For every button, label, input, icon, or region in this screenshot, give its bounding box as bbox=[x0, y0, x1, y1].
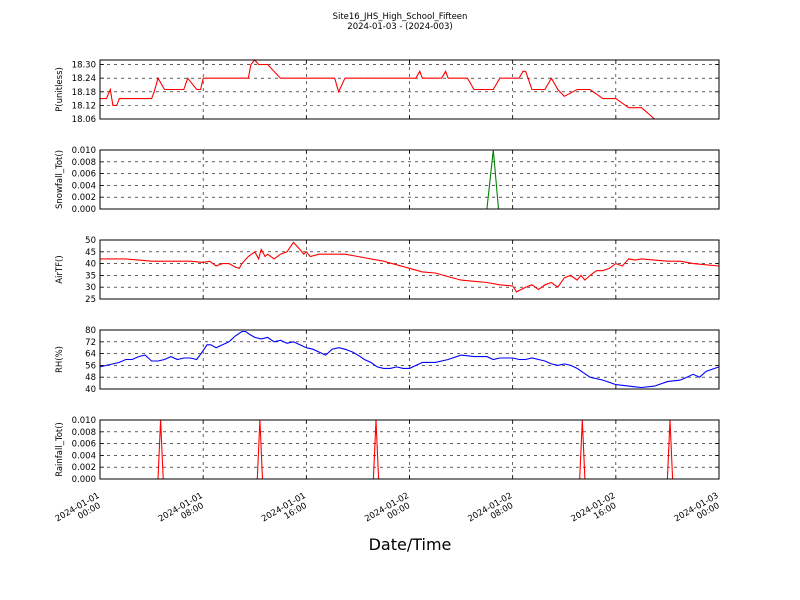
series-line bbox=[99, 330, 720, 389]
y-tick-label: 30 bbox=[85, 283, 96, 293]
y-tick-label: 0.000 bbox=[72, 205, 96, 215]
y-tick-label: 64 bbox=[85, 350, 96, 360]
series-line bbox=[100, 59, 719, 120]
y-axis-label: Rainfall_Tot() bbox=[55, 422, 65, 477]
y-tick-label: 0.010 bbox=[72, 416, 96, 426]
y-tick-label: 0.000 bbox=[72, 475, 96, 485]
axes-frame bbox=[99, 239, 720, 300]
series-line bbox=[100, 241, 720, 293]
y-tick-label: 0.002 bbox=[72, 193, 96, 203]
y-tick-label: 40 bbox=[85, 260, 96, 270]
axes-frame bbox=[99, 59, 720, 120]
y-axis-label: Snowfall_Tot() bbox=[55, 150, 65, 209]
y-tick-label: 0.010 bbox=[72, 146, 96, 156]
y-tick-label: 18.24 bbox=[72, 74, 96, 84]
y-tick-label: 0.006 bbox=[72, 440, 96, 450]
chart-panel-1: 18.06 18.12 18.18 18.24 18.30 P(unitless) bbox=[55, 59, 720, 125]
y-axis-label: P(unitless) bbox=[55, 67, 65, 112]
y-tick-label: 35 bbox=[85, 271, 96, 281]
y-tick-label: 0.004 bbox=[72, 181, 96, 191]
y-tick-label: 0.008 bbox=[72, 158, 96, 168]
y-tick-label: 45 bbox=[85, 248, 96, 258]
y-tick-label: 0.002 bbox=[72, 463, 96, 473]
y-tick-label: 18.12 bbox=[72, 101, 96, 111]
y-tick-label: 18.30 bbox=[72, 61, 96, 71]
y-tick-label: 18.18 bbox=[72, 88, 96, 98]
y-tick-label: 25 bbox=[85, 295, 96, 305]
y-tick-label: 0.004 bbox=[72, 451, 96, 461]
y-tick-label: 80 bbox=[85, 326, 96, 336]
axes-frame bbox=[99, 419, 720, 480]
y-tick-label: 0.008 bbox=[72, 428, 96, 438]
y-axis-label: RH(%) bbox=[55, 346, 65, 373]
axes-frame bbox=[99, 329, 720, 390]
y-tick-label: 50 bbox=[85, 236, 96, 246]
y-tick-label: 56 bbox=[85, 361, 96, 371]
axes-frame bbox=[99, 149, 720, 210]
x-axis-label: Date/Time bbox=[369, 535, 452, 554]
y-tick-label: 72 bbox=[85, 338, 96, 348]
y-tick-label: 18.06 bbox=[72, 115, 96, 125]
y-axis-label: AirTF() bbox=[55, 255, 65, 283]
figure-subtitle: 2024-01-03 - (2024-003) bbox=[347, 22, 452, 32]
figure-title: Site16_JHS_High_School_Fifteen bbox=[333, 12, 468, 22]
y-tick-label: 0.006 bbox=[72, 170, 96, 180]
y-tick-label: 48 bbox=[85, 373, 96, 383]
y-tick-label: 40 bbox=[85, 385, 96, 395]
